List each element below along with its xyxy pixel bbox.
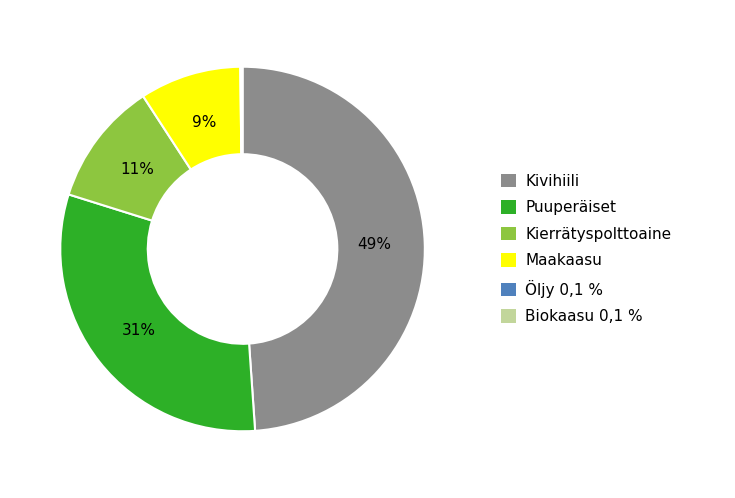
Text: 9%: 9% <box>192 115 216 130</box>
Text: 49%: 49% <box>358 237 392 252</box>
Wedge shape <box>143 67 241 169</box>
Legend: Kivihiili, Puuperäiset, Kierrätyspolttoaine, Maakaasu, Öljy 0,1 %, Biokaasu 0,1 : Kivihiili, Puuperäiset, Kierrätyspolttoa… <box>501 174 671 324</box>
Wedge shape <box>68 96 191 221</box>
Text: 31%: 31% <box>122 323 156 338</box>
Wedge shape <box>241 67 243 154</box>
Wedge shape <box>60 194 255 431</box>
Wedge shape <box>243 67 425 431</box>
Wedge shape <box>240 67 242 154</box>
Text: 11%: 11% <box>121 162 154 177</box>
